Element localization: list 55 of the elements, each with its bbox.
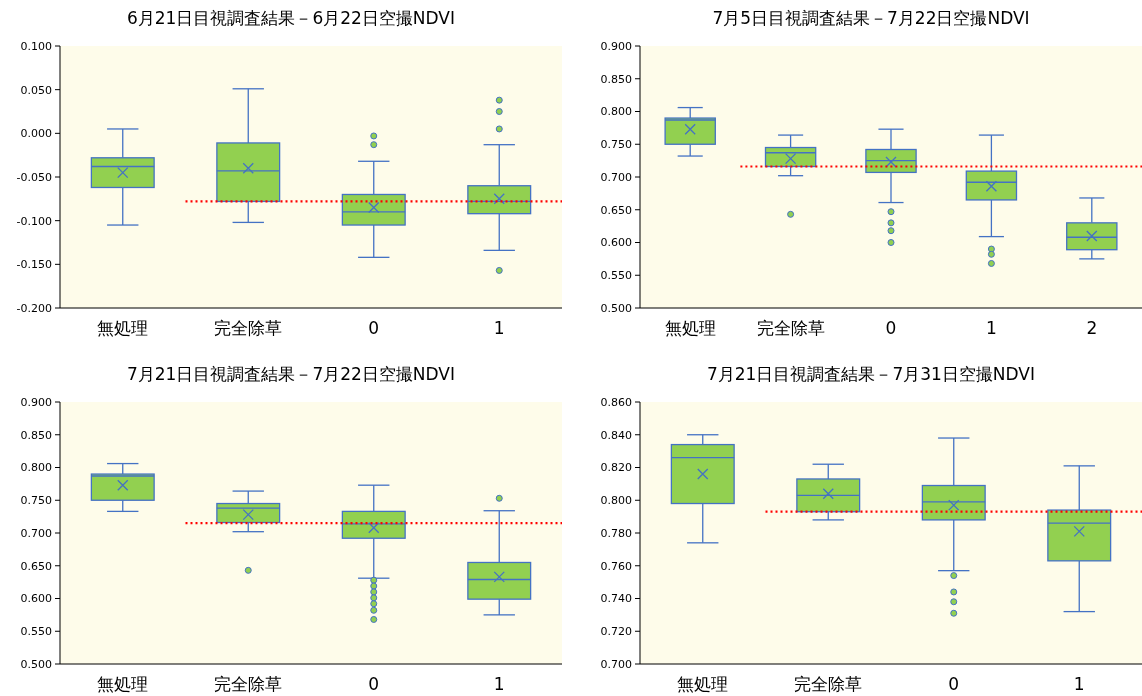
y-tick-label: 0.100 <box>20 39 52 53</box>
x-tick-label: 2 <box>1086 318 1098 338</box>
x-tick-label: 0 <box>885 318 897 338</box>
x-tick-label: 0 <box>368 674 380 694</box>
y-tick-label: -0.150 <box>16 258 52 272</box>
y-tick-label: 0.900 <box>600 39 632 53</box>
y-tick-label: -0.050 <box>16 170 52 184</box>
chart-title: 7月21日目視調査結果－7月31日空撮NDVI <box>706 364 1036 384</box>
y-tick-label: 0.700 <box>600 170 632 184</box>
y-tick-label: 0.800 <box>600 494 632 508</box>
y-tick-label: 0.850 <box>20 428 52 442</box>
y-tick-label: 0.650 <box>600 203 632 217</box>
y-tick-label: 0.000 <box>20 127 52 141</box>
chart-title: 7月5日目視調査結果－7月22日空撮NDVI <box>712 8 1030 28</box>
chart-title: 7月21日目視調査結果－7月22日空撮NDVI <box>126 364 456 384</box>
y-tick-label: 0.650 <box>20 559 52 573</box>
x-tick-label: 0 <box>948 674 960 694</box>
x-tick-label: 1 <box>493 674 505 694</box>
x-tick-label: 無処理 <box>677 674 729 694</box>
y-tick-label: 0.800 <box>20 461 52 475</box>
x-tick-label: 完全除草 <box>794 674 863 694</box>
x-tick-label: 1 <box>493 318 505 338</box>
x-tick-label: 0 <box>368 318 380 338</box>
y-tick-label: 0.760 <box>600 559 632 573</box>
y-tick-label: 0.780 <box>600 526 632 540</box>
x-tick-label: 完全除草 <box>214 318 283 338</box>
x-tick-label: 無処理 <box>97 318 149 338</box>
y-tick-label: 0.600 <box>600 236 632 250</box>
y-tick-label: 0.820 <box>600 461 632 475</box>
y-tick-label: 0.750 <box>600 138 632 152</box>
y-tick-label: 0.840 <box>600 428 632 442</box>
x-tick-label: 無処理 <box>97 674 149 694</box>
y-tick-label: 0.860 <box>600 395 632 409</box>
y-tick-label: 0.750 <box>20 494 52 508</box>
y-tick-label: -0.100 <box>16 214 52 228</box>
y-tick-label: 0.050 <box>20 83 52 97</box>
y-tick-label: 0.850 <box>600 72 632 86</box>
x-tick-label: 完全除草 <box>756 318 825 338</box>
x-tick-label: 1 <box>985 318 997 338</box>
x-tick-label: 完全除草 <box>214 674 283 694</box>
y-tick-label: 0.900 <box>20 395 52 409</box>
y-tick-label: 0.500 <box>20 657 52 671</box>
y-tick-label: 0.720 <box>600 625 632 639</box>
y-tick-label: 0.700 <box>20 526 52 540</box>
y-tick-label: 0.550 <box>600 269 632 283</box>
y-tick-label: 0.700 <box>600 657 632 671</box>
y-tick-label: 0.550 <box>20 625 52 639</box>
y-tick-label: 0.500 <box>600 301 632 315</box>
x-tick-label: 1 <box>1073 674 1085 694</box>
y-tick-label: 0.740 <box>600 592 632 606</box>
y-tick-label: -0.200 <box>16 301 52 315</box>
chart-title: 6月21日目視調査結果－6月22日空撮NDVI <box>126 8 456 28</box>
y-tick-label: 0.600 <box>20 592 52 606</box>
y-tick-label: 0.800 <box>600 105 632 119</box>
x-tick-label: 無処理 <box>664 318 716 338</box>
